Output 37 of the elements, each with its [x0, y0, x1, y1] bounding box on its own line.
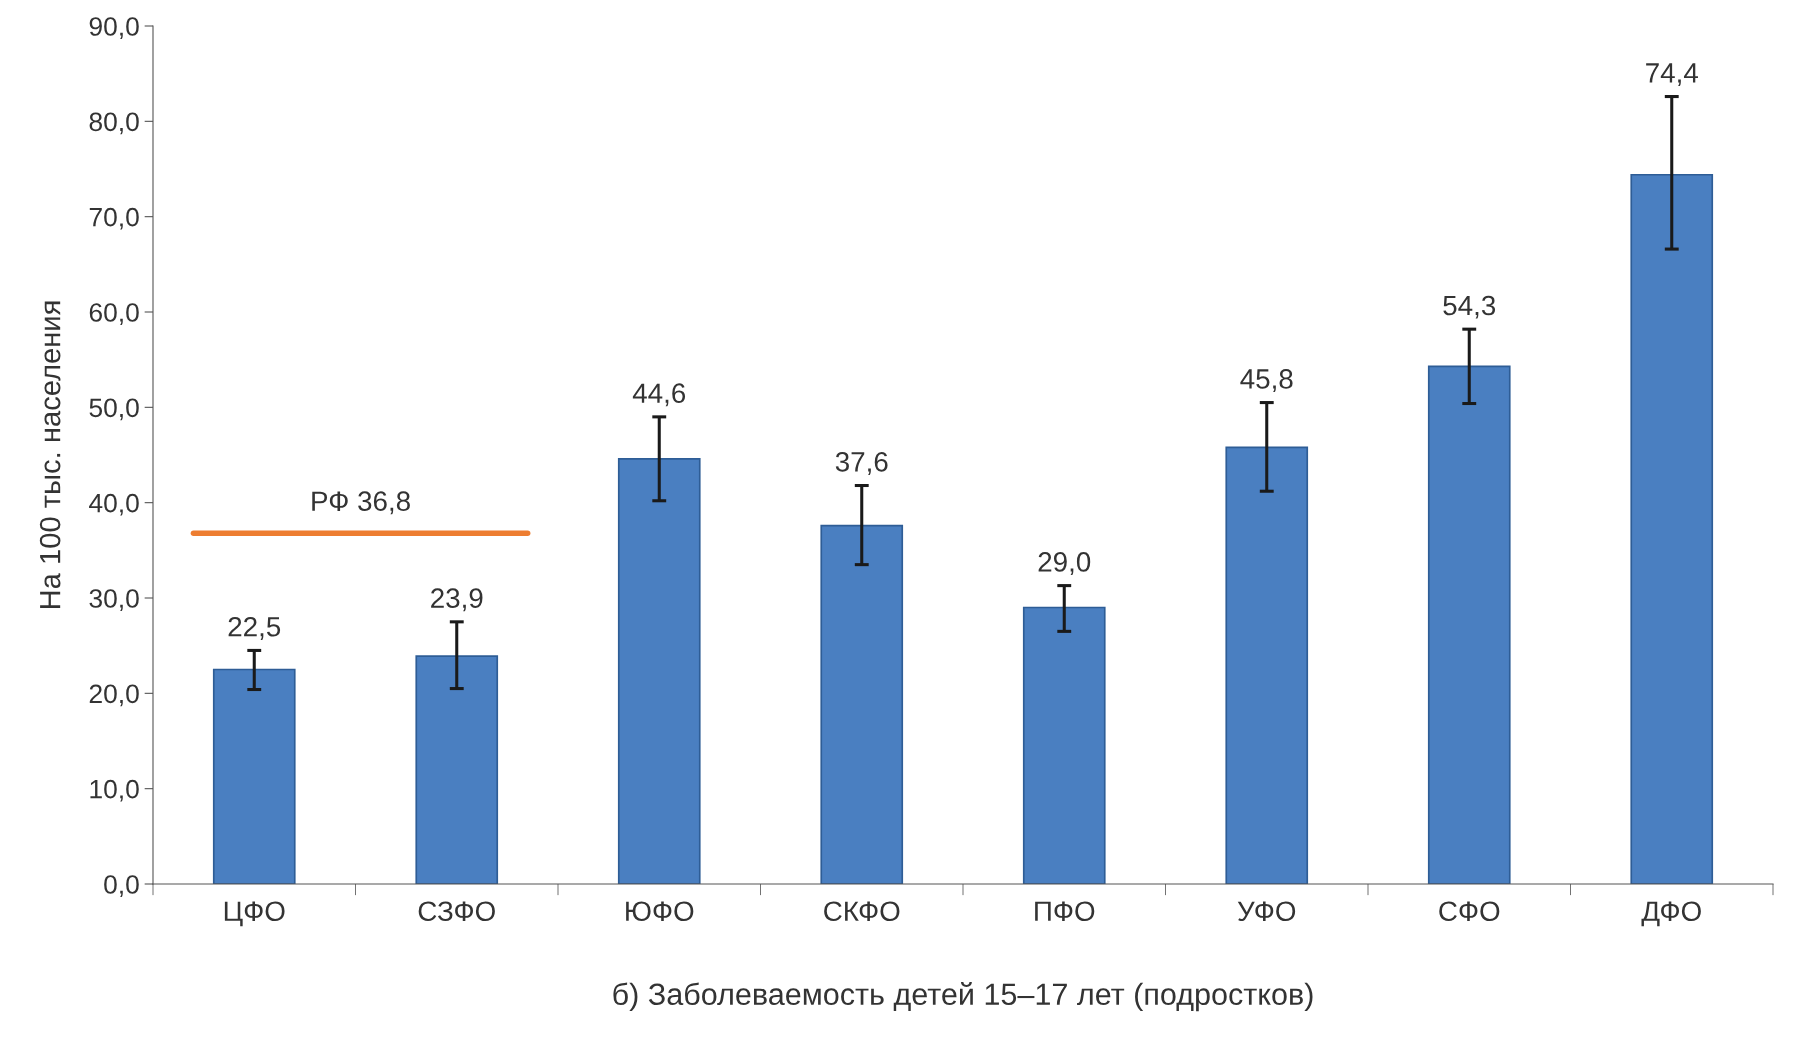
data-label: 45,8: [1240, 369, 1293, 393]
bar: [820, 524, 904, 884]
x-tick-label: СФО: [1439, 901, 1500, 922]
y-tick-label: 80,0: [89, 112, 139, 135]
bar: [1225, 446, 1309, 884]
y-tick-label: 90,0: [89, 17, 139, 39]
y-tick-label: 20,0: [89, 684, 139, 707]
x-tick-label: ЮФО: [626, 901, 694, 922]
y-tick-label: 60,0: [89, 303, 139, 325]
y-tick-label: 50,0: [89, 398, 139, 421]
data-label: 54,3: [1443, 295, 1496, 319]
x-tick-label: ДФО: [1641, 901, 1701, 927]
data-label: 74,4: [1646, 63, 1698, 86]
x-axis-title: б) Заболеваемость детей 15–17 лет (подростков): [613, 982, 1313, 1012]
bar: [1427, 365, 1511, 884]
data-label: 44,6: [632, 383, 686, 407]
bar: [617, 457, 701, 884]
x-tick-label: СЗФО: [418, 901, 495, 922]
x-tick-label: СКФО: [824, 901, 900, 922]
data-label: 23,9: [431, 588, 483, 612]
data-label: 22,5: [228, 616, 281, 640]
y-tick-label: 30,0: [89, 589, 139, 611]
bar: [212, 668, 296, 884]
x-tick-label: ПФО: [1035, 901, 1095, 922]
y-tick-label: 10,0: [90, 779, 139, 802]
x-tick-label: ЦФО: [224, 901, 285, 927]
bar: [415, 655, 499, 884]
data-label: 29,0: [1038, 552, 1091, 576]
x-tick-label: УФО: [1237, 901, 1296, 922]
y-tick-label: 40,0: [89, 493, 139, 516]
ref-line-label: РФ 36,8: [312, 491, 410, 515]
y-tick-label: 70,0: [89, 207, 139, 230]
bar: [1022, 606, 1106, 884]
data-label: 37,6: [835, 452, 888, 475]
y-tick-label: 0,0: [104, 875, 139, 897]
y-axis-title: На 100 тыс. населения: [39, 301, 61, 609]
bar: [1630, 173, 1714, 884]
